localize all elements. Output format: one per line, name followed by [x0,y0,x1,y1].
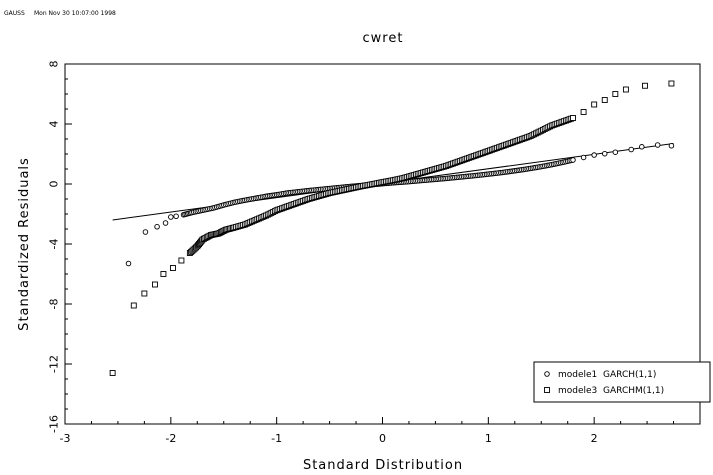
point-modele3 [591,101,598,108]
legend: modele1 GARCH(1,1) modele3 GARCHM(1,1) [533,361,711,403]
x-tick-label: -2 [165,432,176,445]
y-tick-labels: -16 -12 -8 -4 0 4 8 [48,61,61,433]
legend-label-modele3: modele3 GARCHM(1,1) [558,386,664,396]
app-name: GAUSS [4,10,25,17]
y-tick-label: -16 [48,415,61,433]
point-modele1 [142,229,149,235]
y-tick-label: 8 [48,61,61,68]
point-modele1 [602,150,608,157]
x-tick-label: 0 [379,432,386,445]
point-modele1 [654,142,661,148]
data-points [109,80,675,376]
point-modele3 [570,115,576,121]
point-modele1 [570,157,576,163]
y-tick-label: 4 [48,121,61,128]
point-modele1 [591,152,597,158]
point-modele3 [109,370,116,376]
point-modele3 [160,271,167,277]
point-modele1 [628,146,634,153]
point-modele1 [162,220,169,226]
point-modele1 [173,213,179,219]
legend-label-modele1: modele1 GARCH(1,1) [558,370,656,380]
y-axis-label: Standardized Residuals [17,157,32,331]
y-tick-label: -8 [48,299,61,310]
point-modele3 [580,109,587,115]
x-tick-label: -1 [271,432,282,445]
timestamp: Mon Nov 30 10:07:00 1998 [34,10,116,17]
x-tick-labels: -3 -2 -1 0 1 2 [60,432,598,445]
point-modele1 [125,260,132,267]
point-modele1 [168,214,174,220]
point-modele3 [130,302,137,309]
x-axis-label: Standard Distribution [303,458,463,473]
x-tick-label: -3 [60,432,71,445]
point-modele1 [580,154,587,161]
y-tick-label: -4 [48,239,61,250]
legend-circle-marker [544,371,550,377]
point-modele3 [601,97,608,103]
point-modele3 [169,265,176,271]
point-modele3 [642,82,648,89]
chart-title: cwret [363,31,404,46]
point-modele3 [668,80,675,87]
y-tick-label: 0 [48,181,61,188]
point-modele3 [612,91,619,97]
point-modele1 [612,149,619,155]
y-tick-label: -12 [48,355,61,373]
point-modele3 [622,86,629,93]
point-modele3 [178,257,185,264]
point-modele1 [154,223,160,230]
point-modele3 [141,290,148,297]
point-modele1 [639,144,645,150]
point-modele3 [152,281,158,288]
x-tick-label: 2 [591,432,598,445]
legend-box [533,361,711,403]
axis-ticks [64,63,675,425]
legend-square-marker [544,387,550,393]
x-tick-label: 1 [485,432,492,445]
point-modele1 [668,142,675,149]
